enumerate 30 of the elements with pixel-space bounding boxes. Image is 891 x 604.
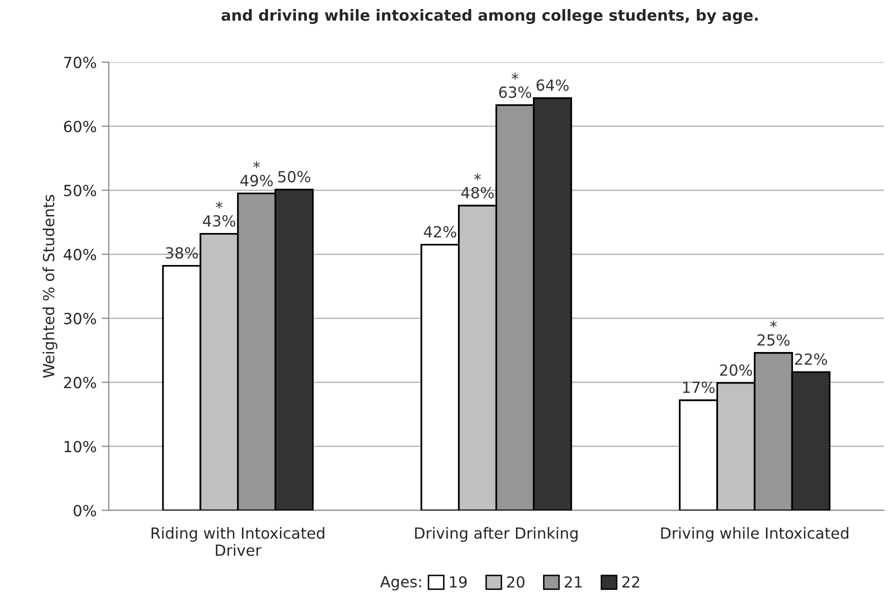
y-tick-label: 10%	[64, 440, 96, 452]
data-label: 42%	[424, 226, 456, 238]
y-tick-label: 0%	[74, 504, 96, 516]
legend-label: 21	[564, 576, 582, 588]
legend-title: Ages:	[380, 576, 421, 590]
data-label: * 63%	[499, 72, 532, 98]
x-tick-label: Riding with Intoxicated Driver	[152, 527, 324, 556]
y-tick-label: 30%	[64, 312, 96, 324]
data-label: 20%	[720, 364, 752, 376]
data-label: 64%	[536, 79, 569, 91]
y-tick-label: 50%	[64, 184, 96, 196]
data-label: 38%	[166, 247, 198, 259]
x-tick-label: Driving while Intoxicated	[661, 527, 848, 542]
legend-label: 19	[450, 576, 467, 588]
chart-title: and driving while intoxicated among college students, by age.	[222, 9, 758, 24]
x-tick-label: Driving after Drinking	[415, 527, 578, 542]
data-label: 50%	[278, 170, 310, 182]
y-tick-label: 20%	[64, 376, 96, 388]
data-label: * 48%	[461, 173, 494, 198]
data-label: * 25%	[758, 320, 790, 346]
data-label: * 43%	[202, 201, 236, 227]
legend-label: 20	[507, 576, 524, 588]
data-label: 17%	[683, 382, 715, 394]
y-axis-title: Weighted % of Students	[42, 194, 58, 378]
data-label: * 49%	[240, 161, 273, 186]
y-tick-label: 40%	[64, 248, 96, 260]
y-tick-label: 70%	[64, 56, 96, 68]
legend-label: 22	[622, 576, 640, 588]
data-label: 22%	[795, 353, 828, 365]
y-tick-label: 60%	[64, 120, 96, 132]
